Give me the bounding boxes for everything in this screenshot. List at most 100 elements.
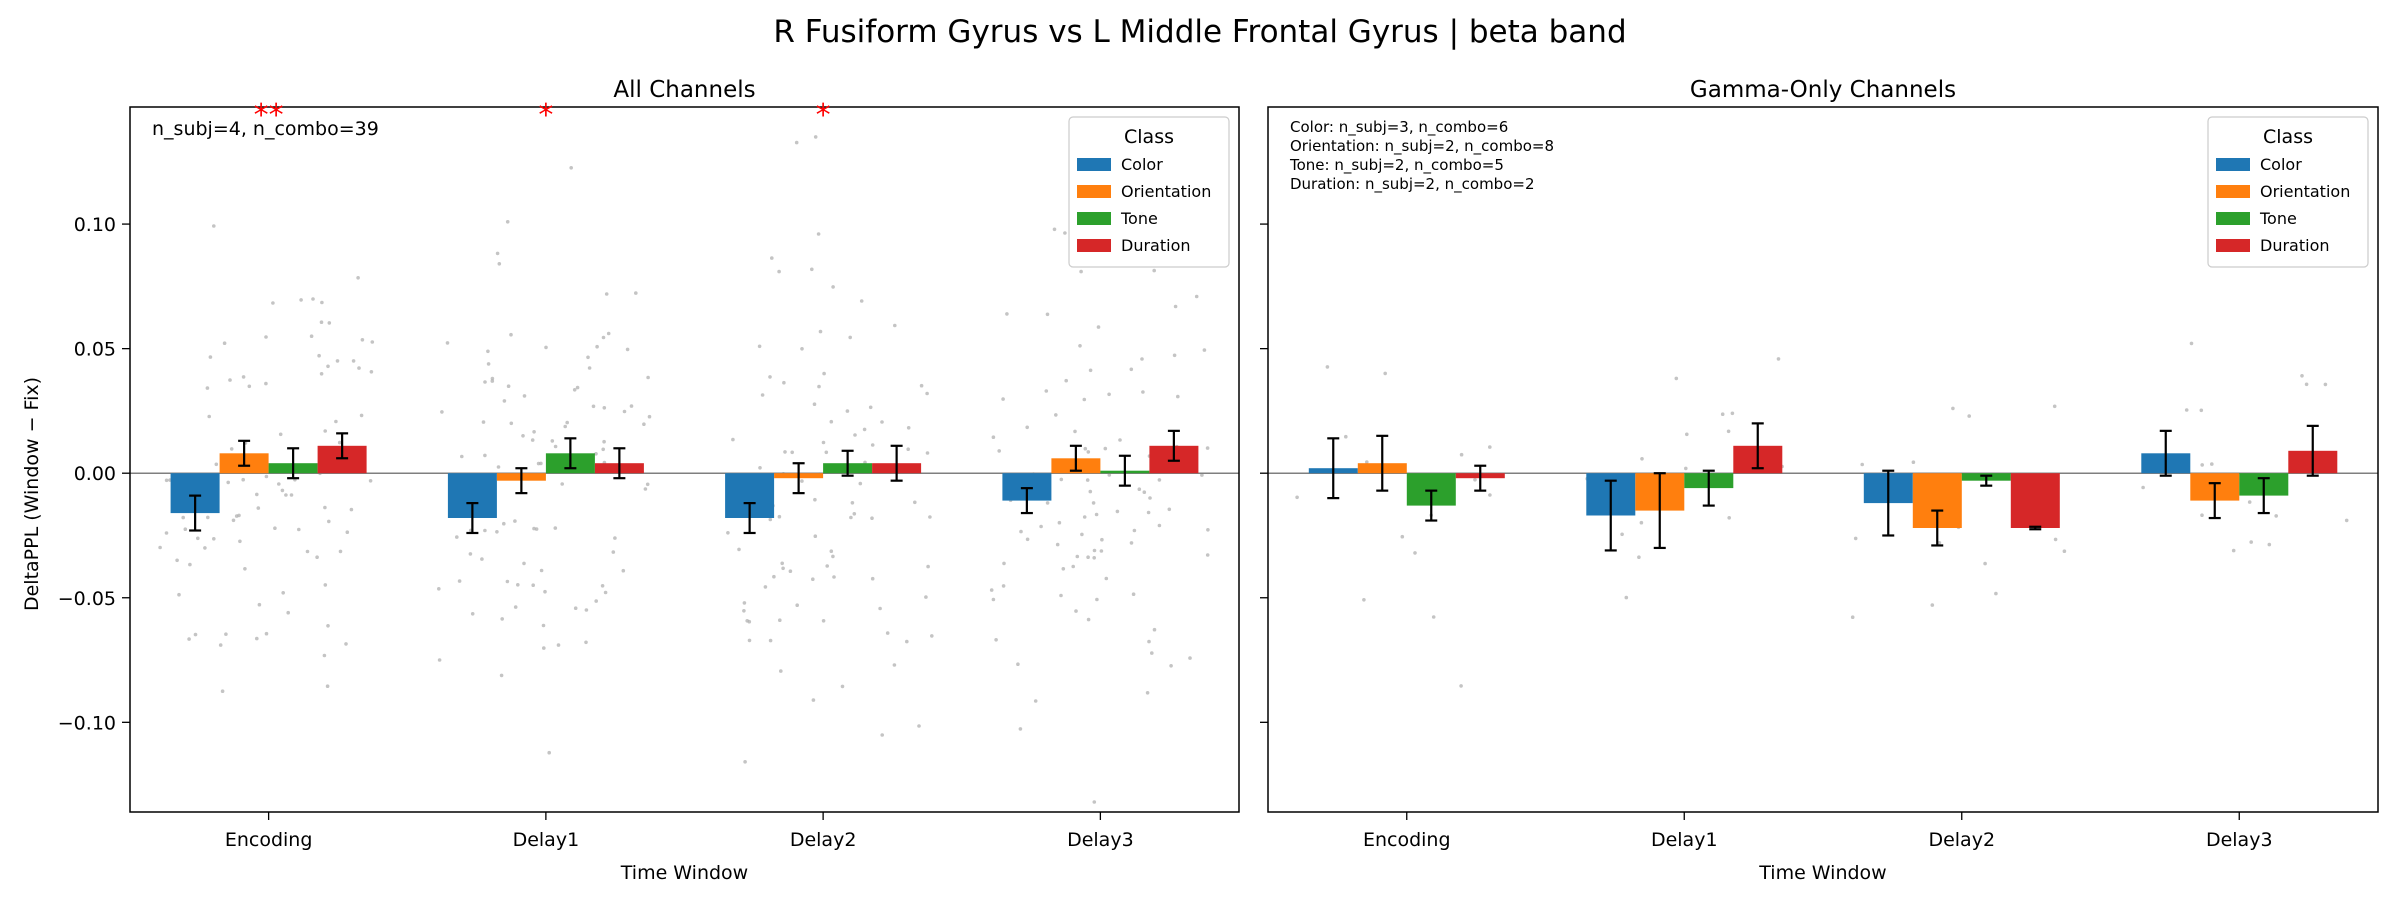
scatter-point (602, 439, 606, 444)
scatter-point (539, 568, 544, 573)
scatter-point (913, 500, 917, 505)
scatter-point (780, 561, 784, 566)
scatter-point (1088, 368, 1093, 373)
scatter-point (584, 608, 589, 612)
scatter-point (445, 341, 450, 345)
scatter-point (878, 606, 882, 611)
scatter-point (158, 545, 162, 550)
scatter-point (164, 478, 169, 483)
scatter-point (591, 404, 596, 409)
scatter-point (1045, 501, 1050, 505)
scatter-point (1019, 529, 1023, 534)
scatter-point (795, 603, 799, 607)
scatter-point (782, 380, 786, 385)
scatter-point (222, 341, 227, 346)
scatter-point (870, 443, 875, 447)
scatter-point (357, 366, 361, 370)
scatter-point (509, 332, 513, 337)
scatter-point (1146, 510, 1151, 515)
scatter-point (1025, 425, 1029, 430)
scatter-point (247, 384, 252, 389)
scatter-point (325, 684, 330, 688)
scatter-point (437, 587, 441, 591)
scatter-point (323, 429, 328, 433)
scatter-point (926, 564, 930, 569)
scatter-point (1033, 699, 1038, 703)
scatter-point (544, 345, 548, 350)
scatter-point (208, 355, 213, 359)
scatter-point (737, 547, 741, 552)
scatter-point (1045, 312, 1050, 317)
scatter-point (1967, 414, 1971, 418)
scatter-point (531, 583, 535, 587)
scatter-point (2231, 548, 2236, 553)
scatter-point (206, 515, 210, 520)
scatter-point (241, 477, 245, 482)
scatter-point (831, 554, 835, 559)
scatter-point (505, 579, 510, 584)
scatter-point (1140, 357, 1144, 361)
scatter-point (569, 166, 573, 170)
scatter-point (573, 606, 578, 610)
scatter-point (1994, 591, 1998, 596)
scatter-point (175, 558, 179, 563)
scatter-point (327, 321, 332, 325)
scatter-point (852, 512, 857, 516)
scatter-point (264, 631, 269, 636)
significance-marker: * (538, 98, 553, 133)
scatter-point (470, 612, 475, 616)
scatter-point (600, 584, 605, 588)
scatter-point (480, 557, 484, 561)
scatter-point (1983, 561, 1987, 566)
scatter-point (326, 624, 330, 628)
scatter-point (2274, 514, 2278, 518)
scatter-point (1039, 524, 1043, 529)
scatter-point (1167, 507, 1172, 512)
x-axis-label: Time Window (620, 862, 748, 884)
scatter-point (2052, 404, 2057, 409)
scatter-point (625, 347, 630, 352)
scatter-point (490, 379, 495, 383)
scatter-point (645, 482, 650, 487)
scatter-point (621, 568, 626, 573)
scatter-point (177, 592, 181, 597)
scatter-point (1016, 662, 1020, 666)
scatter-point (2141, 485, 2145, 490)
legend-label: Duration (1121, 236, 1191, 255)
scatter-point (1206, 528, 1210, 532)
scatter-point (1152, 268, 1156, 273)
scatter-point (505, 220, 510, 224)
scatter-point (1148, 496, 1152, 500)
scatter-point (989, 588, 994, 592)
scatter-point (224, 632, 228, 636)
scatter-point (2249, 540, 2253, 544)
scatter-point (601, 335, 606, 340)
scatter-point (1092, 548, 1097, 553)
scatter-point (319, 372, 324, 376)
scatter-point (813, 534, 818, 538)
scatter-point (502, 399, 507, 403)
legend-label: Tone (1120, 209, 1158, 228)
scatter-point (858, 481, 863, 486)
scatter-point (1640, 457, 1644, 461)
scatter-point (1951, 406, 1955, 411)
scatter-point (563, 424, 567, 429)
scatter-point (522, 394, 527, 398)
scatter-point (906, 447, 910, 452)
scatter-point (490, 376, 495, 381)
legend: Class Color Orientation Tone Duration (2207, 116, 2369, 268)
scatter-point (2210, 462, 2214, 466)
scatter-point (906, 426, 911, 430)
scatter-point (513, 605, 518, 609)
scatter-point (853, 433, 857, 437)
scatter-point (2323, 382, 2328, 387)
scatter-point (2053, 537, 2058, 542)
scatter-point (1169, 664, 1173, 668)
scatter-point (821, 440, 826, 445)
scatter-point (726, 531, 730, 535)
scatter-point (499, 673, 504, 678)
scatter-point (817, 384, 821, 389)
legend-box (1068, 116, 1230, 268)
scatter-point (1937, 541, 1942, 545)
scatter-point (277, 482, 281, 486)
